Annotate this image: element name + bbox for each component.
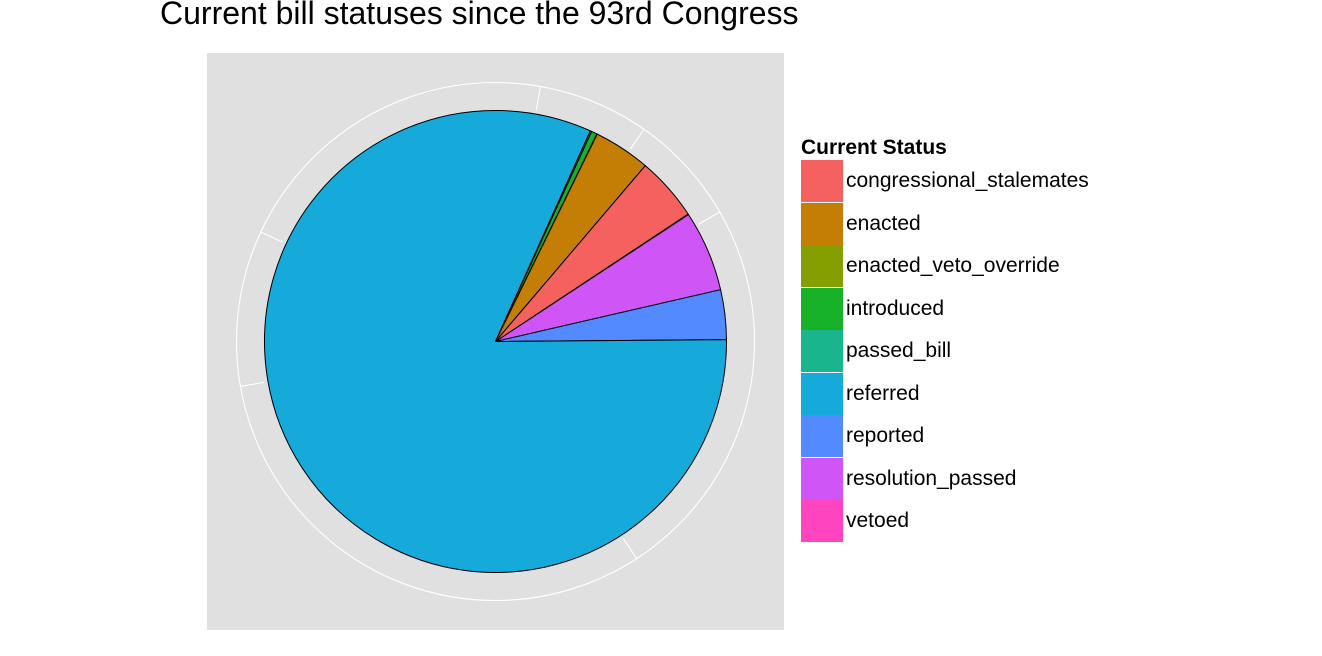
legend-item-enacted: enacted — [801, 202, 947, 246]
grid-spoke-2 — [698, 211, 721, 225]
legend-label-vetoed: vetoed — [846, 509, 910, 532]
legend-swatch-enacted-veto-override — [801, 245, 843, 287]
grid-circle — [235, 81, 756, 602]
legend-swatch-passed-bill — [801, 330, 843, 372]
legend-swatch-reported — [801, 415, 843, 457]
slice-layer — [264, 110, 727, 573]
legend-label-reported: reported — [846, 424, 925, 447]
legend-swatch-resolution-passed — [801, 457, 843, 500]
legend-label-introduced: introduced — [846, 296, 945, 320]
legend-swatch-introduced — [801, 287, 843, 330]
legend-item-reported: reported — [801, 415, 947, 458]
pie-slice-congressional-stalemates — [495, 165, 689, 342]
grid-spoke-5 — [260, 231, 283, 243]
grid-spoke-0 — [535, 86, 542, 111]
chart-title: Current bill statuses since the 93rd Con… — [160, 0, 799, 31]
grid-layer — [235, 81, 756, 602]
legend-label-enacted-veto-override: enacted_veto_override — [846, 254, 1060, 277]
legend-label-congressional-stalemates: congressional_stalemates — [846, 169, 1089, 192]
legend-item-vetoed: vetoed — [801, 500, 947, 543]
legend-label-passed-bill: passed_bill — [846, 339, 952, 362]
legend-swatch-vetoed — [801, 500, 843, 542]
legend-label-resolution-passed: resolution_passed — [846, 466, 1017, 490]
legend-item-congressional-stalemates: congressional_stalemates — [801, 160, 1089, 203]
legend-item-resolution-passed: resolution_passed — [801, 457, 1016, 501]
legend-item-passed-bill: passed_bill — [801, 330, 951, 373]
legend-label-referred: referred — [846, 381, 920, 405]
legend-title: Current Status — [801, 136, 947, 159]
grid-spoke-1 — [629, 129, 645, 150]
grid-spoke-3 — [623, 538, 638, 560]
legend-item-introduced: introduced — [801, 287, 947, 331]
legend-swatch-enacted — [801, 202, 843, 245]
legend-swatch-referred — [801, 372, 843, 415]
legend-swatch-congressional-stalemates — [801, 160, 843, 202]
legend-item-enacted-veto-override: enacted_veto_override — [801, 245, 1060, 288]
grid-spoke-4 — [240, 381, 265, 388]
legend-item-referred: referred — [801, 372, 947, 416]
legend-label-enacted: enacted — [846, 211, 921, 235]
